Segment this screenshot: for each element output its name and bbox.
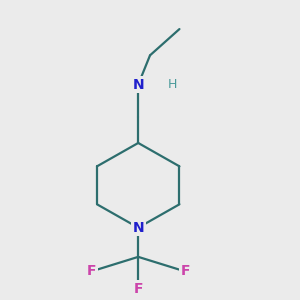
Text: N: N bbox=[132, 221, 144, 235]
Text: F: F bbox=[181, 265, 190, 278]
Text: H: H bbox=[167, 78, 177, 91]
Text: F: F bbox=[134, 282, 143, 296]
Text: N: N bbox=[132, 78, 144, 92]
Text: F: F bbox=[86, 265, 96, 278]
